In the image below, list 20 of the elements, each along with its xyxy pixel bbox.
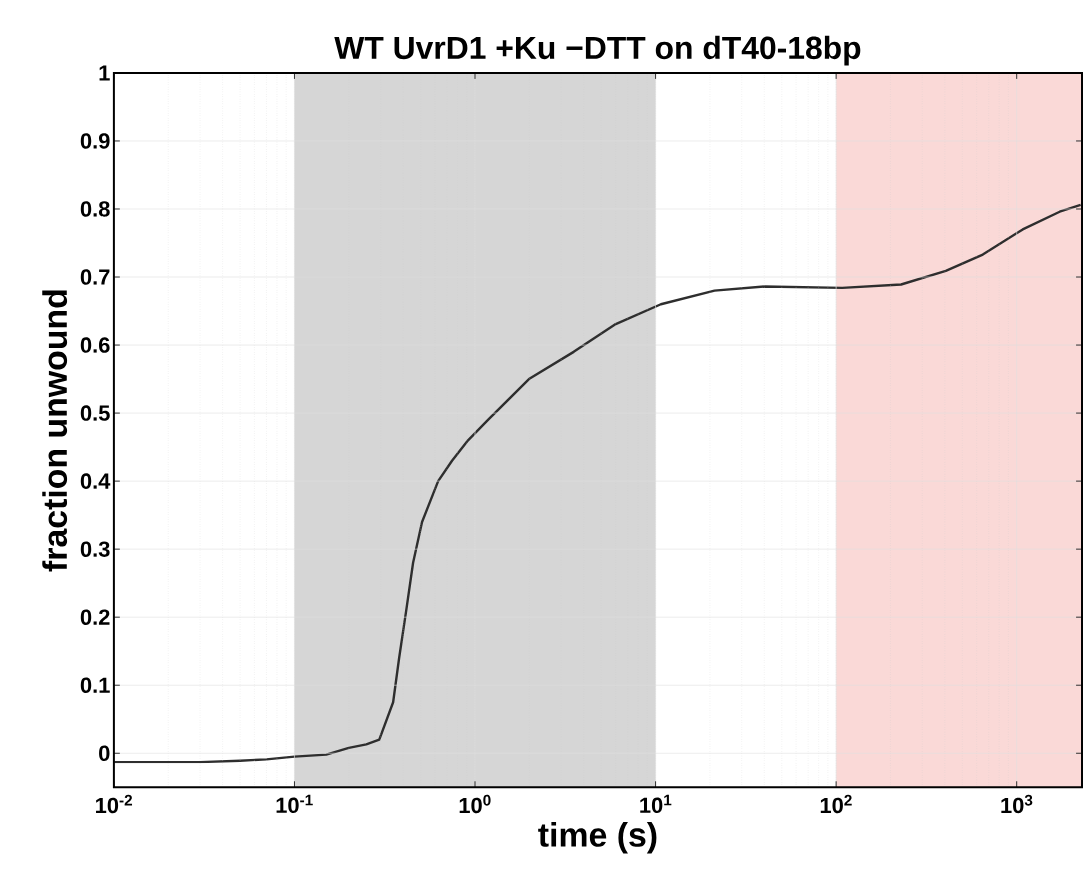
x-tick-label: 10$^{0}$	[459, 794, 491, 814]
x-tick-label: 10$^{2}$	[820, 794, 852, 814]
y-tick-label: 0.6	[80, 337, 110, 353]
y-axis-title: fraction unwound	[42, 290, 68, 572]
x-tick-label: 10$^{3}$	[1001, 794, 1033, 814]
x-tick-label: 10$^{-1}$	[276, 794, 313, 813]
y-tick-label: 0.7	[80, 269, 110, 285]
y-tick-label: 0.5	[80, 405, 110, 421]
y-tick-label: 0	[99, 745, 110, 761]
x-axis-title: time (s)	[538, 821, 657, 854]
y-tick-label: 0.3	[80, 541, 110, 557]
y-tick-label: 0.2	[80, 609, 110, 625]
y-tick-label: 0.9	[80, 133, 110, 149]
y-tick-label: 1	[99, 65, 110, 81]
y-tick-label: 0.8	[80, 201, 110, 217]
chart-title: WT UvrD1 +Ku −DTT on dT40-18bp	[334, 35, 861, 66]
y-tick-label: 0.4	[80, 473, 111, 489]
x-tick-label: 10$^{-2}$	[96, 794, 133, 814]
y-tick-label: 0.1	[80, 677, 110, 693]
x-tick-label: 10$^{1}$	[640, 794, 672, 813]
